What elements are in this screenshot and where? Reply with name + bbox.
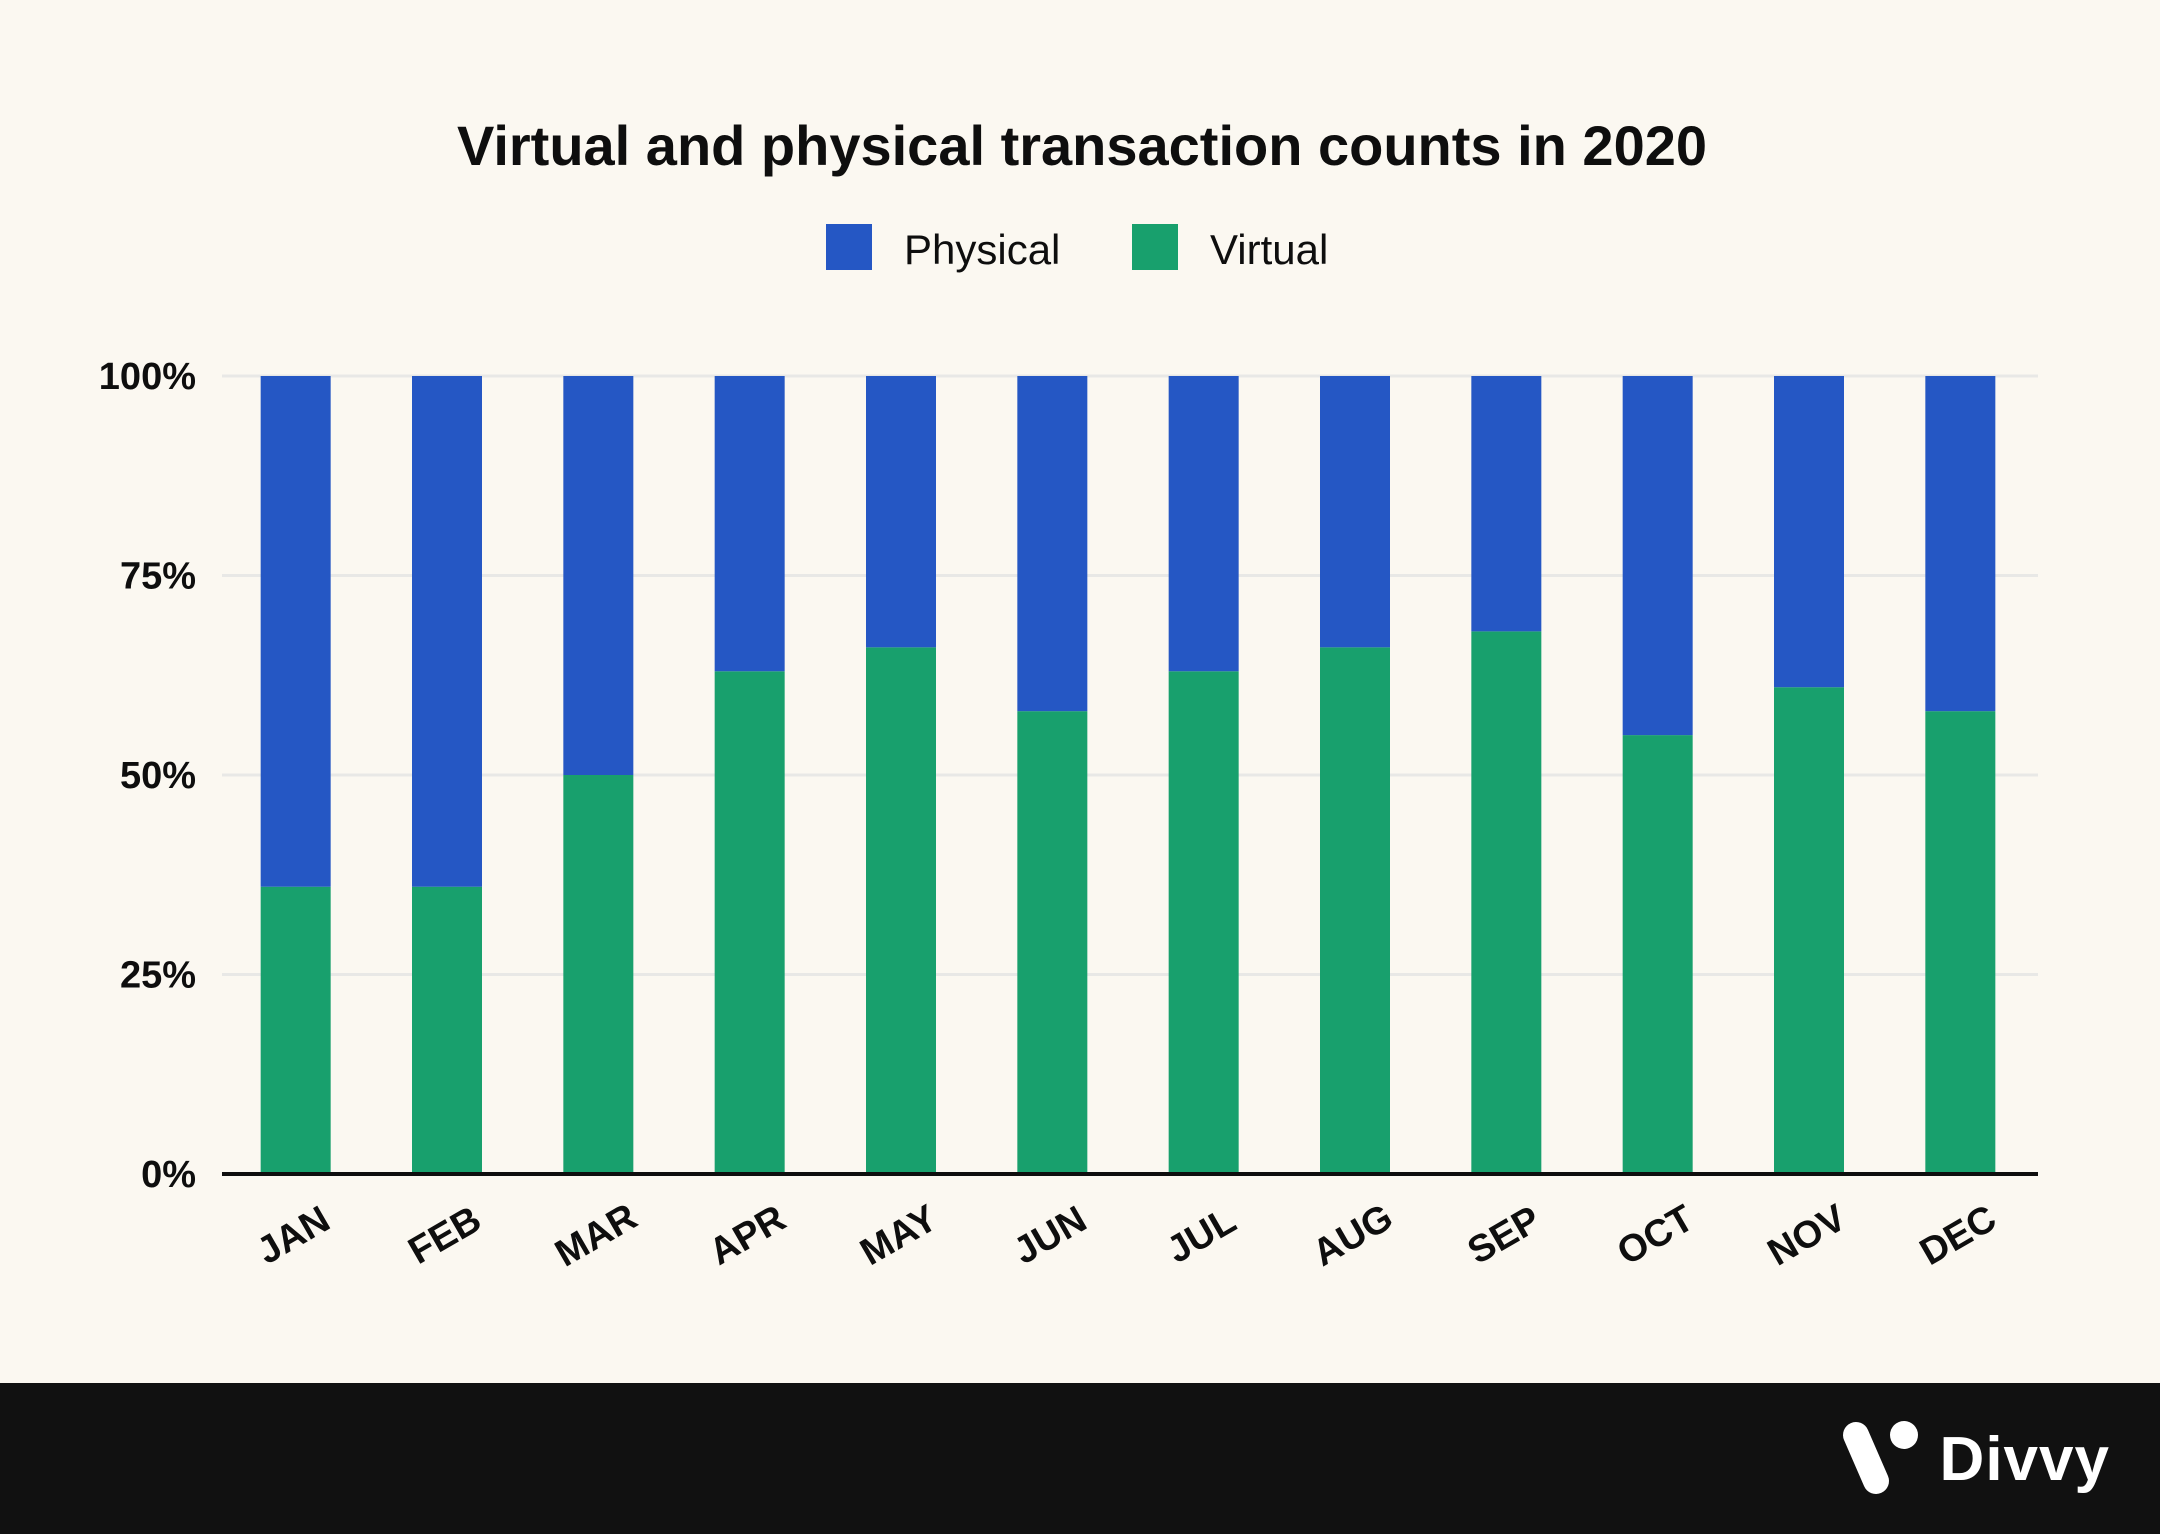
bar-physical-feb [412,376,482,887]
bar-virtual-feb [412,886,482,1174]
legend-swatch-physical [826,224,872,270]
x-tick-label: AUG [1306,1196,1400,1275]
x-tick-label: MAR [548,1196,644,1276]
brand-name: Divvy [1939,1424,2110,1494]
y-tick-label: 25% [120,955,196,997]
x-axis-ticks: JAN FEB MAR APR MAY JUN JUL AUG SEP OCT NOV DEC [250,1196,2003,1276]
bar-virtual-dec [1925,711,1996,1174]
bar-virtual-jan [260,886,331,1174]
bar-physical-oct [1622,376,1693,736]
x-tick-label: MAY [853,1197,944,1274]
bar-physical-may [866,376,936,648]
bar-physical-aug [1320,376,1390,648]
footer-bar: Divvy [0,1383,2160,1534]
x-tick-label: FEB [402,1198,489,1272]
legend-label-virtual: Virtual [1210,226,1328,273]
bar-virtual-nov [1774,687,1844,1174]
bar-virtual-sep [1471,631,1542,1174]
legend-swatch-virtual [1132,224,1178,270]
bar-physical-sep [1471,376,1542,632]
bar-physical-apr [714,376,785,672]
bar-physical-jan [260,376,331,887]
bars [260,376,1996,1174]
brand-logo: Divvy [1838,1417,2110,1501]
bar-physical-jul [1168,376,1239,672]
legend: Physical Virtual [826,224,1328,273]
bar-virtual-aug [1320,647,1390,1174]
chart-title: Virtual and physical transaction counts … [457,114,1707,177]
legend-label-physical: Physical [904,226,1060,273]
x-tick-label: NOV [1761,1197,1854,1275]
divvy-logo-icon [1842,1421,1918,1494]
y-tick-label: 100% [99,356,196,398]
bar-virtual-mar [563,775,634,1174]
bar-physical-dec [1925,376,1996,712]
y-axis-ticks: 0% 25% 50% 75% 100% [99,356,196,1196]
bar-virtual-oct [1622,735,1693,1174]
bar-virtual-jul [1168,671,1239,1174]
x-tick-label: OCT [1610,1197,1700,1273]
bar-virtual-apr [714,671,785,1174]
x-tick-label: DEC [1913,1197,2003,1273]
x-tick-label: APR [702,1197,792,1273]
bar-virtual-may [866,647,936,1174]
y-tick-label: 50% [120,755,196,797]
bar-physical-jun [1017,376,1088,712]
bar-virtual-jun [1017,711,1088,1174]
gridlines [222,374,2038,976]
x-tick-label: JUL [1160,1199,1243,1271]
x-tick-label: SEP [1461,1198,1548,1272]
x-tick-label: JAN [250,1198,337,1272]
bar-physical-nov [1774,376,1844,688]
bar-physical-mar [563,376,634,775]
y-tick-label: 75% [120,556,196,598]
x-tick-label: JUN [1007,1198,1094,1272]
chart: Virtual and physical transaction counts … [99,114,2038,1276]
y-tick-label: 0% [141,1154,196,1196]
